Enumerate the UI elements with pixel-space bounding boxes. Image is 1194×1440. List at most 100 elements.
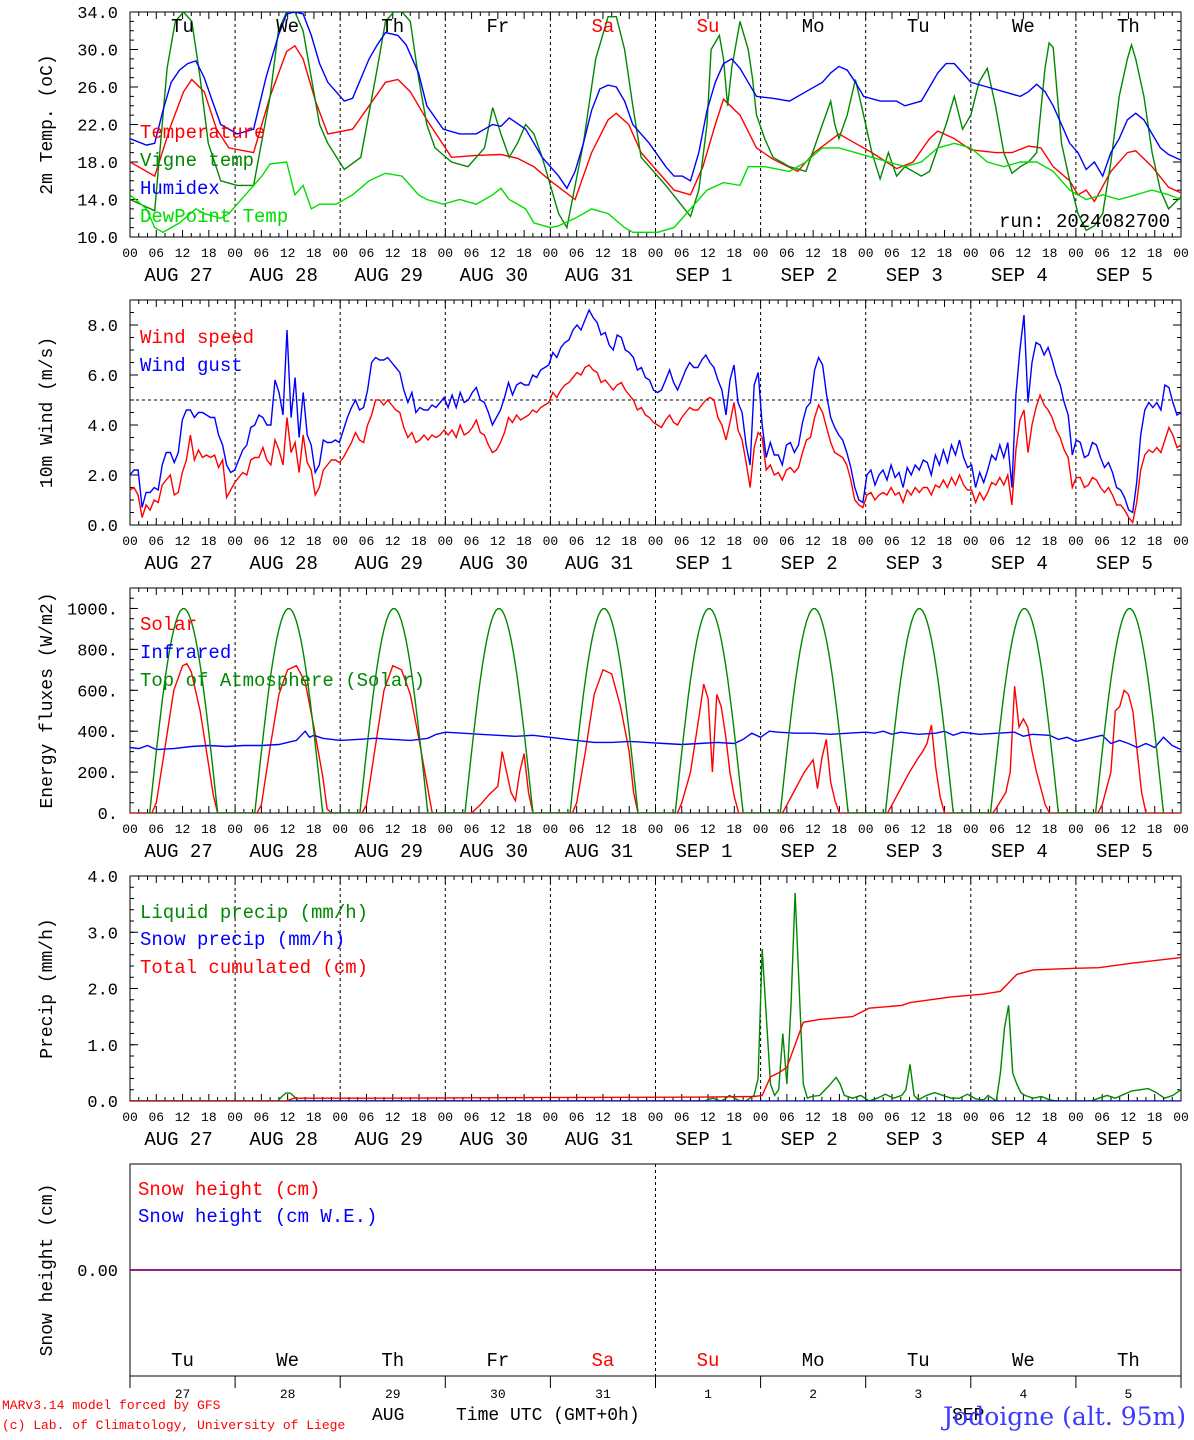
y-tick-label: 400. [77,724,118,743]
hour-tick-label: 18 [201,246,217,261]
legend-wind-0: Wind speed [140,327,254,349]
y-tick-label: 0.0 [87,518,118,537]
hour-tick-label: 12 [805,534,821,549]
y-tick-label: 0.00 [77,1263,118,1282]
hour-tick-label: 06 [779,534,795,549]
date-label: AUG 28 [249,841,317,863]
daynum-label: 2 [809,1387,817,1402]
daynum-label: 4 [1019,1387,1027,1402]
hour-tick-label: 12 [385,1110,401,1125]
hour-tick-label: 00 [858,534,874,549]
hour-tick-label: 06 [464,822,480,837]
hour-tick-label: 06 [674,1110,690,1125]
hour-tick-label: 00 [1068,1110,1084,1125]
date-label: SEP 4 [991,553,1048,575]
daynum-label: 29 [385,1387,401,1402]
hour-tick-label: 18 [1042,822,1058,837]
hour-tick-label: 06 [359,822,375,837]
hour-tick-label: 18 [937,534,953,549]
y-tick-label: 4.0 [87,869,118,888]
hour-tick-label: 00 [332,822,348,837]
weekday-label-bottom: Th [381,1350,404,1372]
hour-tick-label: 12 [175,1110,191,1125]
hour-tick-label: 18 [516,534,532,549]
hour-tick-label: 06 [148,246,164,261]
y-tick-label: 600. [77,683,118,702]
series-wind-1 [130,308,1181,514]
date-label: SEP 5 [1096,265,1153,287]
date-label: AUG 31 [565,841,633,863]
weekday-label-top: Tu [907,16,930,38]
hour-tick-label: 00 [858,1110,874,1125]
legend-snow-0: Snow height (cm) [138,1179,320,1201]
hour-tick-label: 18 [1147,246,1163,261]
hour-tick-label: 12 [280,1110,296,1125]
hour-tick-label: 00 [1068,822,1084,837]
hour-tick-label: 06 [989,246,1005,261]
hour-tick-label: 00 [332,246,348,261]
hour-tick-label: 00 [1068,246,1084,261]
hour-tick-label: 18 [1042,246,1058,261]
y-tick-label: 1.0 [87,1038,118,1057]
hour-tick-label: 00 [1173,1110,1189,1125]
legend-temperature-0: Temperature [140,122,265,144]
weekday-label-top: We [276,16,299,38]
hour-tick-label: 06 [359,246,375,261]
date-label: SEP 3 [886,841,943,863]
hour-tick-label: 18 [201,534,217,549]
hour-tick-label: 18 [832,822,848,837]
hour-tick-label: 18 [937,246,953,261]
date-label: SEP 2 [781,265,838,287]
date-label: AUG 29 [355,553,423,575]
hour-tick-label: 12 [490,822,506,837]
hour-tick-label: 06 [254,1110,270,1125]
hour-tick-label: 12 [385,822,401,837]
weekday-label-top: We [1012,16,1035,38]
hour-tick-label: 12 [910,246,926,261]
date-label: SEP 4 [991,841,1048,863]
hour-tick-label: 00 [437,822,453,837]
hour-tick-label: 12 [385,246,401,261]
date-label: AUG 27 [144,1129,212,1151]
weekday-label-top: Sa [592,16,615,38]
hour-tick-label: 00 [963,534,979,549]
credit-line-1: MARv3.14 model forced by GFS [2,1398,221,1413]
hour-tick-label: 06 [1094,822,1110,837]
hour-tick-label: 18 [1147,1110,1163,1125]
hour-tick-label: 18 [727,534,743,549]
date-label: SEP 1 [676,265,733,287]
date-label: AUG 31 [565,553,633,575]
panel-frame-temperature [129,11,1182,238]
legend-temperature-2: Humidex [140,178,220,200]
hour-tick-label: 12 [1121,534,1137,549]
date-label: AUG 27 [144,841,212,863]
hour-tick-label: 00 [1173,534,1189,549]
hour-tick-label: 00 [332,1110,348,1125]
station-label: Jodoigne (alt. 95m) [943,1402,1186,1431]
hour-tick-label: 12 [385,534,401,549]
hour-tick-label: 12 [1121,822,1137,837]
hour-tick-label: 00 [963,822,979,837]
hour-tick-label: 12 [175,822,191,837]
hour-tick-label: 06 [884,822,900,837]
hour-tick-label: 12 [175,534,191,549]
date-label: AUG 30 [460,265,528,287]
hour-tick-label: 06 [254,822,270,837]
hour-tick-label: 18 [306,246,322,261]
series-fluxes-1 [130,730,1181,751]
hour-tick-label: 12 [595,1110,611,1125]
hour-tick-label: 06 [254,246,270,261]
date-label: AUG 30 [460,841,528,863]
hour-tick-label: 18 [516,1110,532,1125]
date-label: SEP 5 [1096,1129,1153,1151]
y-axis-label-temperature: 2m Temp. (oC) [38,54,58,194]
y-tick-label: 4.0 [87,418,118,437]
hour-tick-label: 06 [148,534,164,549]
hour-tick-label: 12 [700,1110,716,1125]
y-tick-label: 6.0 [87,368,118,387]
hour-tick-label: 12 [595,822,611,837]
hour-tick-label: 06 [884,246,900,261]
hour-tick-label: 12 [175,246,191,261]
hour-tick-label: 18 [937,822,953,837]
hour-tick-label: 06 [989,822,1005,837]
